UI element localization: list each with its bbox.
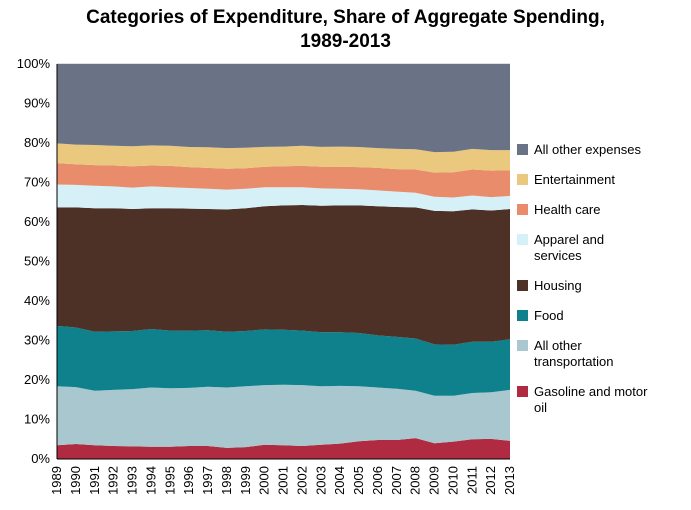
legend-label: Gasoline and motor oil (534, 384, 648, 415)
x-tick-label: 2005 (351, 466, 366, 495)
area-apparel-and-services (57, 184, 510, 212)
legend-item-food: Food (517, 308, 657, 324)
legend-swatch-all-other-transportation (517, 340, 528, 351)
x-tick-label: 1991 (87, 466, 102, 495)
legend-swatch-gasoline-and-motor-oil (517, 386, 528, 397)
x-tick-label: 2010 (445, 466, 460, 495)
x-tick-label: 2006 (370, 466, 385, 495)
x-tick-label: 1996 (181, 466, 196, 495)
y-tick-label: 50% (24, 254, 50, 269)
legend-item-health-care: Health care (517, 202, 657, 218)
x-tick-label: 2004 (332, 466, 347, 495)
legend-label: All other expenses (534, 142, 641, 157)
x-tick-label: 2011 (464, 466, 479, 494)
x-tick-label: 2000 (257, 466, 272, 495)
legend-label: Health care (534, 202, 601, 217)
x-tick-label: 1998 (219, 466, 234, 495)
x-tick-label: 1990 (68, 466, 83, 495)
x-tick-label: 2013 (502, 466, 517, 495)
x-tick-label: 1994 (143, 466, 158, 495)
x-tick-label: 2002 (294, 466, 309, 495)
y-tick-label: 80% (24, 135, 50, 150)
area-food (57, 325, 510, 396)
area-all-other-expenses (57, 64, 510, 153)
x-tick-label: 2007 (389, 466, 404, 495)
chart-title-line2: 1989-2013 (300, 30, 391, 52)
y-tick-label: 90% (24, 96, 50, 111)
legend-label: Housing (534, 278, 582, 293)
x-tick-label: 1989 (49, 466, 64, 495)
legend-swatch-housing (517, 280, 528, 291)
legend-item-all-other-transportation: All other transportation (517, 338, 657, 370)
legend: All other expenses Entertainment Health ca… (517, 142, 657, 416)
chart-title: Categories of Expenditure, Share of Aggr… (0, 6, 691, 54)
x-tick-label: 1993 (125, 466, 140, 495)
legend-item-entertainment: Entertainment (517, 172, 657, 188)
y-tick-label: 0% (31, 451, 50, 466)
legend-label: Entertainment (534, 172, 615, 187)
legend-item-housing: Housing (517, 278, 657, 294)
legend-label: Apparel and services (534, 232, 605, 263)
y-tick-label: 60% (24, 214, 50, 229)
legend-swatch-health-care (517, 204, 528, 215)
legend-swatch-food (517, 310, 528, 321)
x-tick-label: 2012 (483, 466, 498, 495)
x-tick-label: 1997 (200, 466, 215, 495)
chart-title-line1: Categories of Expenditure, Share of Aggr… (86, 7, 605, 28)
y-tick-label: 20% (24, 372, 50, 387)
y-tick-label: 30% (24, 333, 50, 348)
x-tick-label: 2001 (276, 466, 291, 495)
x-tick-label: 2009 (427, 466, 442, 495)
legend-swatch-apparel-and-services (517, 234, 528, 245)
legend-swatch-entertainment (517, 174, 528, 185)
area-gasoline-and-motor-oil (57, 438, 510, 459)
y-tick-label: 100% (17, 56, 51, 71)
y-tick-label: 40% (24, 293, 50, 308)
area-housing (57, 205, 510, 345)
y-tick-label: 70% (24, 175, 50, 190)
legend-item-gasoline-and-motor-oil: Gasoline and motor oil (517, 384, 657, 416)
x-tick-label: 1999 (238, 466, 253, 495)
area-health-care (57, 163, 510, 198)
legend-label: Food (534, 308, 564, 323)
x-tick-label: 1995 (162, 466, 177, 495)
legend-item-apparel-and-services: Apparel and services (517, 232, 657, 264)
y-tick-label: 10% (24, 412, 50, 427)
area-all-other-transportation (57, 384, 510, 448)
legend-label: All other transportation (534, 338, 614, 369)
area-entertainment (57, 143, 510, 173)
x-tick-label: 2003 (313, 466, 328, 495)
legend-item-all-other-expenses: All other expenses (517, 142, 657, 158)
legend-swatch-all-other-expenses (517, 144, 528, 155)
x-tick-label: 1992 (106, 466, 121, 495)
x-tick-label: 2008 (408, 466, 423, 495)
